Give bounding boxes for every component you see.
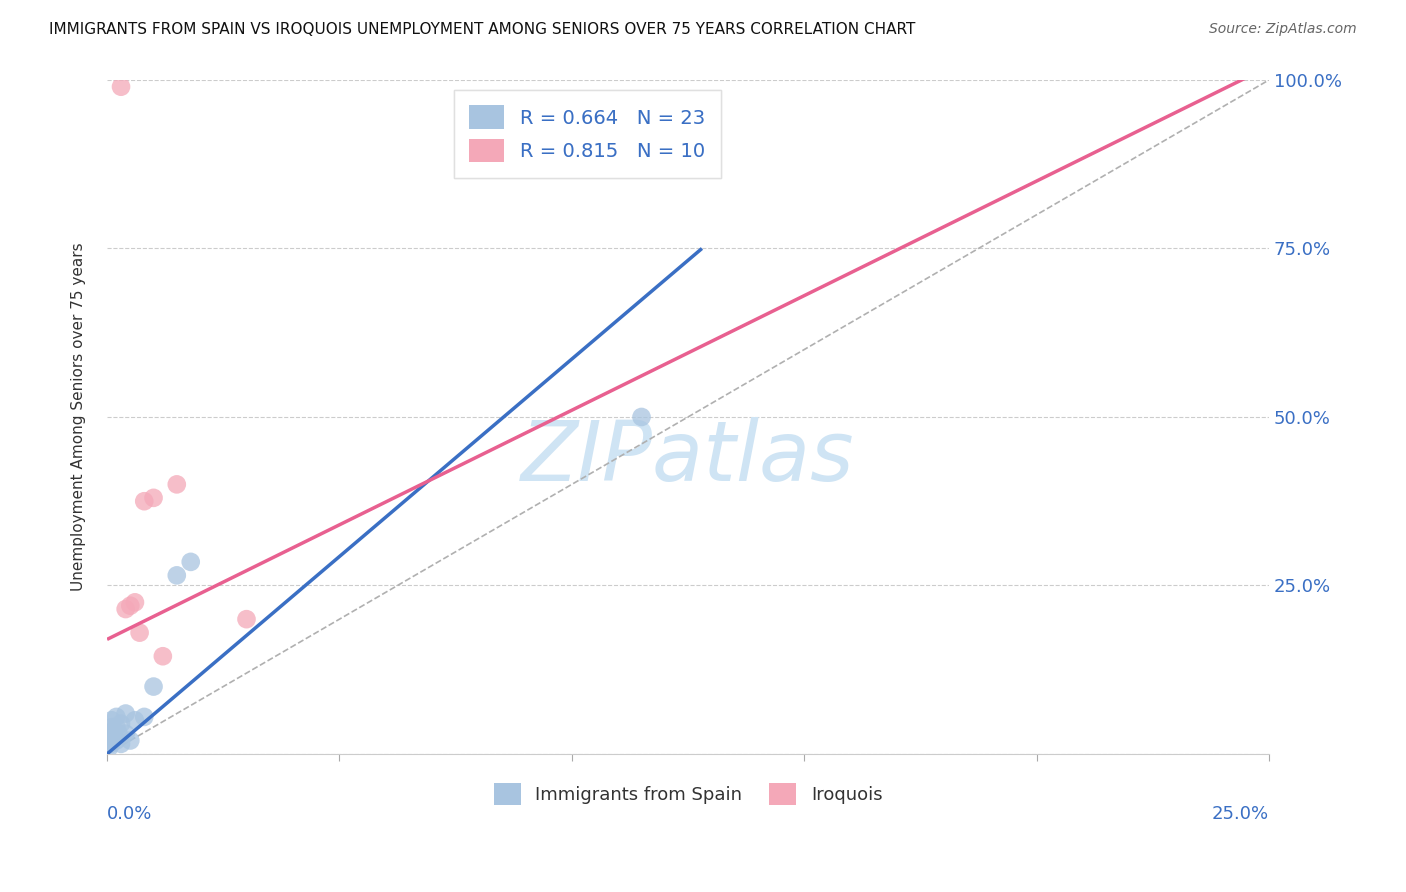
Point bbox=[114, 727, 136, 741]
Point bbox=[103, 730, 125, 744]
Legend: R = 0.664   N = 23, R = 0.815   N = 10: R = 0.664 N = 23, R = 0.815 N = 10 bbox=[454, 90, 720, 178]
Point bbox=[110, 79, 132, 94]
Point bbox=[114, 706, 136, 721]
Point bbox=[124, 713, 146, 727]
Point bbox=[235, 612, 257, 626]
Point bbox=[114, 602, 136, 616]
Point bbox=[166, 568, 188, 582]
Point bbox=[134, 710, 156, 724]
Point bbox=[630, 409, 652, 424]
Point bbox=[166, 477, 188, 491]
Point bbox=[100, 737, 122, 751]
Text: 25.0%: 25.0% bbox=[1212, 805, 1270, 822]
Point bbox=[105, 710, 128, 724]
Text: IMMIGRANTS FROM SPAIN VS IROQUOIS UNEMPLOYMENT AMONG SENIORS OVER 75 YEARS CORRE: IMMIGRANTS FROM SPAIN VS IROQUOIS UNEMPL… bbox=[49, 22, 915, 37]
Point bbox=[98, 740, 121, 755]
Point bbox=[180, 555, 202, 569]
Point bbox=[134, 494, 156, 508]
Point bbox=[128, 625, 150, 640]
Point bbox=[124, 595, 146, 609]
Point bbox=[142, 491, 165, 505]
Point bbox=[98, 733, 121, 747]
Text: Source: ZipAtlas.com: Source: ZipAtlas.com bbox=[1209, 22, 1357, 37]
Text: 0.0%: 0.0% bbox=[107, 805, 152, 822]
Point bbox=[142, 680, 165, 694]
Point bbox=[100, 727, 122, 741]
Point bbox=[105, 720, 128, 734]
Point bbox=[105, 733, 128, 747]
Point bbox=[103, 723, 125, 738]
Point bbox=[107, 727, 129, 741]
Text: ZIPatlas: ZIPatlas bbox=[522, 417, 855, 498]
Point bbox=[100, 713, 122, 727]
Point bbox=[152, 649, 174, 664]
Point bbox=[120, 599, 142, 613]
Y-axis label: Unemployment Among Seniors over 75 years: Unemployment Among Seniors over 75 years bbox=[72, 243, 86, 591]
Point bbox=[100, 720, 122, 734]
Point bbox=[110, 716, 132, 731]
Point bbox=[110, 737, 132, 751]
Point bbox=[120, 733, 142, 747]
